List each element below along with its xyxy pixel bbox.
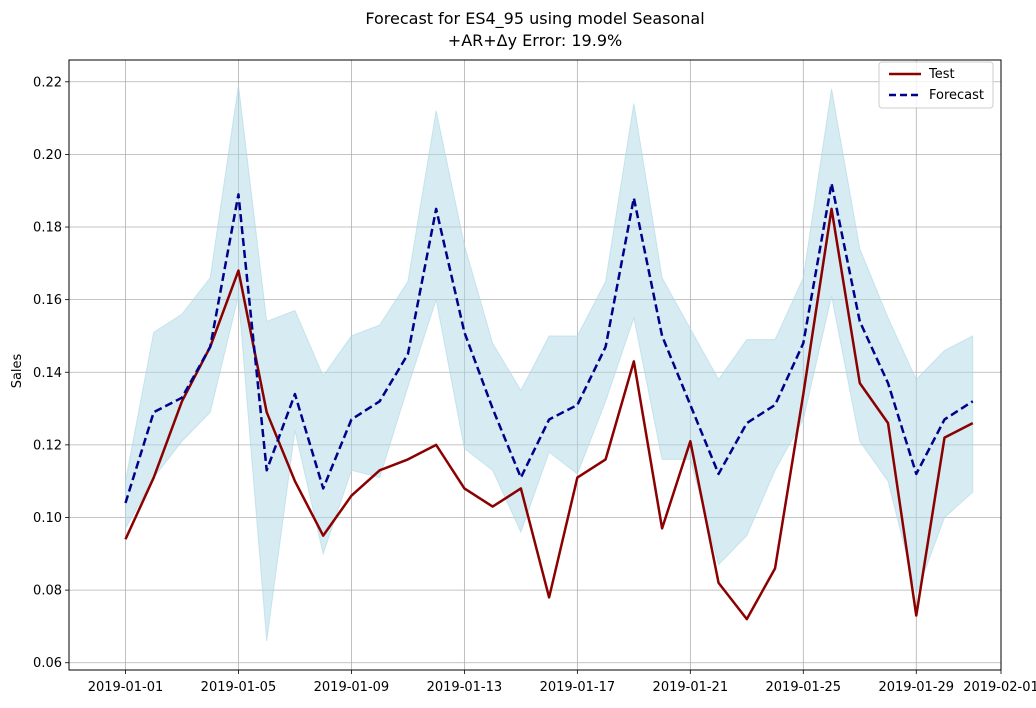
y-tick-label: 0.14	[33, 366, 62, 381]
x-tick-label: 2019-01-05	[201, 680, 277, 695]
y-tick-label: 0.18	[33, 221, 62, 236]
y-tick-label: 0.20	[33, 148, 62, 163]
x-tick-label: 2019-01-21	[653, 680, 729, 695]
legend-label-forecast: Forecast	[929, 88, 984, 103]
confidence-band-layer	[124, 85, 974, 642]
x-tick-label: 2019-01-13	[427, 680, 503, 695]
x-tick-label: 2019-01-09	[314, 680, 390, 695]
y-tick-label: 0.22	[33, 75, 62, 90]
chart-title-line1: Forecast for ES4_95 using model Seasonal	[365, 9, 704, 29]
x-tick-label: 2019-02-01	[963, 680, 1036, 695]
y-tick-label: 0.08	[33, 584, 62, 599]
y-tick-label: 0.10	[33, 511, 62, 526]
y-ticks: 0.06 0.08 0.10 0.12 0.14 0.16 0.18 0.20 0.22	[33, 75, 69, 671]
chart-title-line2: +AR+Δy Error: 19.9%	[448, 31, 622, 50]
y-tick-label: 0.16	[33, 293, 62, 308]
confidence-band	[124, 85, 974, 642]
x-tick-label: 2019-01-25	[766, 680, 842, 695]
series-line-test	[124, 207, 974, 621]
x-ticks: 2019-01-01 2019-01-05 2019-01-09 2019-01-13…	[88, 670, 1036, 695]
y-tick-label: 0.12	[33, 438, 62, 453]
legend-label-test: Test	[928, 67, 955, 82]
legend: Test Forecast	[878, 61, 994, 109]
x-tick-label: 2019-01-29	[878, 680, 954, 695]
y-tick-label: 0.06	[33, 656, 62, 671]
x-tick-label: 2019-01-01	[88, 680, 164, 695]
plot-frame	[68, 59, 1002, 671]
series-layer	[124, 182, 974, 621]
y-axis-label: Sales	[10, 353, 25, 388]
x-tick-label: 2019-01-17	[540, 680, 616, 695]
series-line-forecast	[124, 182, 974, 504]
